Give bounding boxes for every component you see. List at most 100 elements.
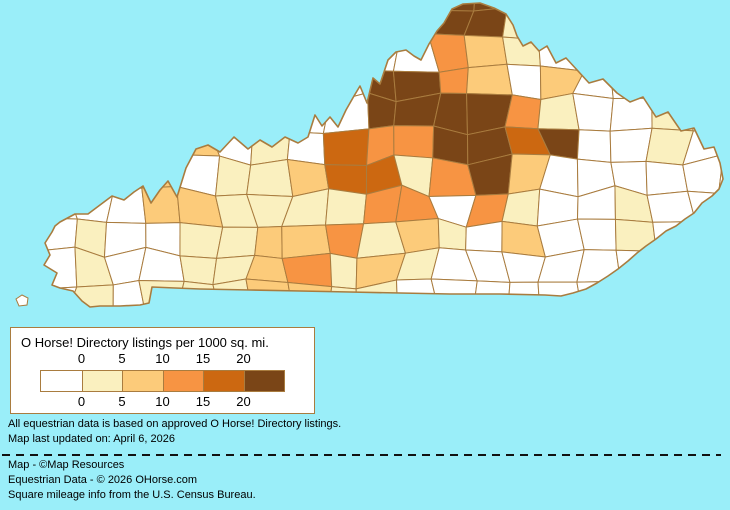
county <box>252 3 294 9</box>
county <box>215 68 254 100</box>
county <box>101 92 143 133</box>
county <box>684 218 723 258</box>
county <box>649 3 694 8</box>
county <box>44 60 76 99</box>
county <box>101 3 150 8</box>
map-credit: Map - ©Map Resources <box>8 459 125 471</box>
county <box>101 63 143 95</box>
county <box>320 4 366 39</box>
county <box>291 62 333 104</box>
county <box>537 29 585 72</box>
county <box>573 3 615 40</box>
county <box>178 91 217 130</box>
county <box>112 280 146 307</box>
county <box>325 188 367 226</box>
county <box>44 191 78 220</box>
county <box>657 313 696 322</box>
county <box>175 309 222 322</box>
county <box>282 316 328 322</box>
county <box>281 30 333 73</box>
county <box>101 3 150 39</box>
county <box>70 71 107 99</box>
county <box>576 129 612 163</box>
kentucky-bend-island <box>15 294 29 307</box>
legend-tick: 20 <box>236 394 251 409</box>
kentucky-map-svg <box>0 0 724 322</box>
county <box>44 38 72 73</box>
county <box>717 282 723 307</box>
county <box>718 153 723 195</box>
county <box>718 3 723 9</box>
county <box>44 124 78 163</box>
county <box>248 68 295 100</box>
county <box>537 3 584 41</box>
county <box>44 95 78 133</box>
dashed-separator <box>2 454 721 456</box>
county <box>108 122 152 160</box>
county <box>576 280 621 307</box>
county <box>0 0 34 10</box>
county <box>614 315 660 322</box>
county <box>463 34 508 69</box>
county <box>537 281 584 307</box>
county <box>506 281 541 307</box>
county <box>65 124 112 159</box>
county <box>506 63 542 100</box>
county <box>210 34 254 71</box>
legend-swatch-0 <box>41 371 82 391</box>
county <box>138 280 185 307</box>
county <box>286 131 326 166</box>
county <box>141 93 184 125</box>
county <box>540 320 583 322</box>
legend-color-bar <box>40 370 285 392</box>
county <box>467 313 508 322</box>
county <box>571 3 615 10</box>
county <box>432 312 473 322</box>
county <box>44 3 71 41</box>
county <box>718 192 723 220</box>
county <box>719 215 723 258</box>
county <box>609 3 653 10</box>
county <box>655 38 691 73</box>
county <box>651 65 687 99</box>
county <box>390 3 435 36</box>
county <box>63 3 103 8</box>
county <box>719 36 723 74</box>
county <box>684 254 721 285</box>
county <box>212 278 253 307</box>
legend-swatch-1 <box>81 371 122 391</box>
county <box>717 255 723 285</box>
county <box>289 3 333 9</box>
county <box>172 3 221 7</box>
county <box>0 190 33 221</box>
county <box>466 63 513 96</box>
county <box>140 313 182 322</box>
county <box>66 313 113 322</box>
county <box>683 3 723 9</box>
county <box>141 154 184 189</box>
county <box>472 280 511 307</box>
county <box>44 3 71 10</box>
county <box>684 280 719 307</box>
county <box>430 278 478 307</box>
county <box>687 190 723 223</box>
legend-swatch-3 <box>162 371 203 391</box>
county <box>209 3 254 40</box>
county <box>393 125 435 159</box>
county <box>281 224 331 259</box>
county <box>716 67 723 104</box>
county <box>716 92 723 136</box>
county <box>607 38 660 70</box>
county <box>250 3 291 42</box>
legend-tick: 10 <box>155 394 170 409</box>
county <box>390 3 442 11</box>
county <box>254 225 283 259</box>
legend-swatch-2 <box>122 371 163 391</box>
county <box>0 37 40 62</box>
census-credit: Square mileage info from the U.S. Census… <box>8 489 256 501</box>
county <box>573 29 611 72</box>
county <box>0 123 39 162</box>
county <box>651 94 694 132</box>
data-disclaimer: All equestrian data is based on approved… <box>8 418 342 430</box>
legend: O Horse! Directory listings per 1000 sq.… <box>10 327 315 414</box>
